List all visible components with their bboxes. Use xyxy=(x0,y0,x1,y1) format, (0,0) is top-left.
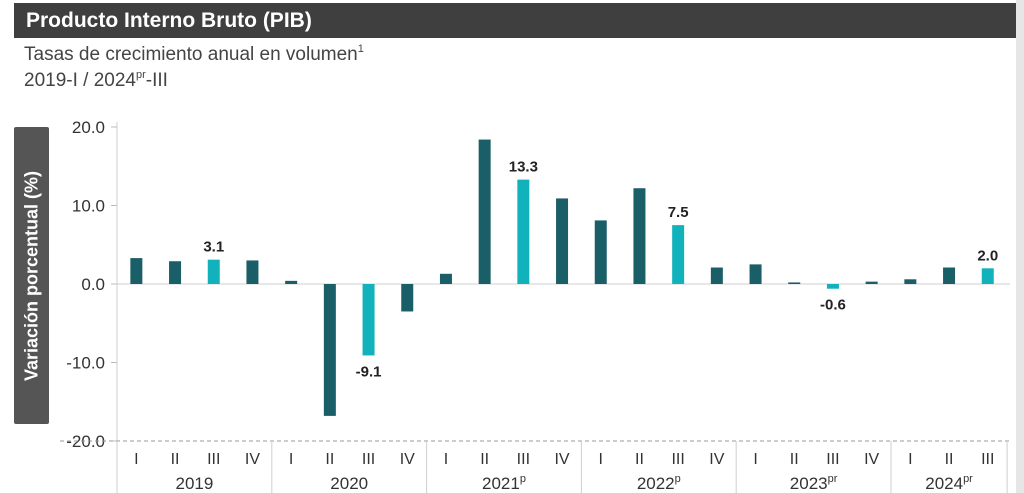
y-tick-label: -20.0 xyxy=(66,432,105,451)
quarter-label: II xyxy=(171,451,180,468)
subtitle-text: Tasas de crecimiento anual en volumen xyxy=(24,44,358,65)
chart-period: 2019-I / 2024pr-III xyxy=(24,69,168,92)
bar xyxy=(749,264,762,284)
data-label: -0.6 xyxy=(820,297,846,314)
period-end: -III xyxy=(145,70,168,91)
quarter-label: IV xyxy=(400,451,415,468)
quarter-label: II xyxy=(945,451,954,468)
period-superscript: pr xyxy=(135,69,146,81)
chart-title: Producto Interno Bruto (PIB) xyxy=(26,9,312,32)
quarter-label: III xyxy=(207,451,220,468)
y-tick-label: 20.0 xyxy=(72,118,105,137)
quarter-label: III xyxy=(362,451,375,468)
data-label: -9.1 xyxy=(356,363,382,380)
chart-title-bar: Producto Interno Bruto (PIB) xyxy=(14,3,1016,38)
year-label: 2021p xyxy=(482,473,526,493)
year-superscript: pr xyxy=(963,473,973,485)
quarter-label: III xyxy=(826,451,839,468)
bar xyxy=(556,198,569,284)
year-label: 2022p xyxy=(637,473,681,493)
quarter-label: IV xyxy=(554,451,569,468)
y-tick-label: 0.0 xyxy=(81,275,105,294)
right-edge xyxy=(1016,0,1024,493)
period-start: 2019-I / 2024 xyxy=(24,70,136,91)
quarter-label: IV xyxy=(245,451,260,468)
bar xyxy=(788,282,801,284)
bar xyxy=(865,281,878,284)
quarter-label: I xyxy=(908,451,912,468)
year-label: 2023pr xyxy=(790,473,838,493)
y-tick-label: -10.0 xyxy=(66,354,105,373)
bar xyxy=(285,280,298,284)
data-label: 7.5 xyxy=(668,204,689,221)
quarter-label: IV xyxy=(864,451,879,468)
year-superscript: p xyxy=(520,473,526,485)
quarter-label: I xyxy=(599,451,603,468)
bar xyxy=(169,261,182,284)
bar xyxy=(439,273,452,284)
quarter-label: I xyxy=(444,451,448,468)
chart-subtitle: Tasas de crecimiento anual en volumen1 xyxy=(24,43,364,66)
quarter-label: I xyxy=(753,451,757,468)
bar xyxy=(362,284,375,356)
quarter-label: II xyxy=(790,451,799,468)
quarter-label: II xyxy=(325,451,334,468)
bar xyxy=(943,267,956,284)
bar xyxy=(401,284,414,312)
bar xyxy=(633,188,646,284)
subtitle-footnote-mark: 1 xyxy=(357,43,364,55)
bar xyxy=(710,267,723,284)
bar xyxy=(130,258,143,284)
bar xyxy=(672,225,685,284)
bar xyxy=(594,220,607,284)
bar xyxy=(904,279,917,284)
quarter-label: II xyxy=(480,451,489,468)
y-axis-label-box xyxy=(14,127,49,424)
quarter-label: III xyxy=(517,451,530,468)
bar xyxy=(246,260,259,284)
year-superscript: p xyxy=(675,473,681,485)
quarter-label: I xyxy=(134,451,138,468)
data-label: 3.1 xyxy=(203,239,224,256)
quarter-label: IV xyxy=(709,451,724,468)
quarter-label: I xyxy=(289,451,293,468)
quarter-label: II xyxy=(635,451,644,468)
data-label: 2.0 xyxy=(977,247,998,264)
year-label: 2019 xyxy=(175,474,213,493)
quarter-label: III xyxy=(671,451,684,468)
bar xyxy=(517,179,530,284)
y-tick-label: 10.0 xyxy=(72,197,105,216)
quarter-label: III xyxy=(981,451,994,468)
bar xyxy=(981,268,994,284)
bar xyxy=(478,139,491,284)
data-label: 13.3 xyxy=(509,159,538,176)
year-label: 2024pr xyxy=(925,473,973,493)
year-label: 2020 xyxy=(330,474,368,493)
bar xyxy=(826,284,839,289)
bar xyxy=(323,284,336,416)
bar xyxy=(207,259,220,284)
year-superscript: pr xyxy=(828,473,838,485)
